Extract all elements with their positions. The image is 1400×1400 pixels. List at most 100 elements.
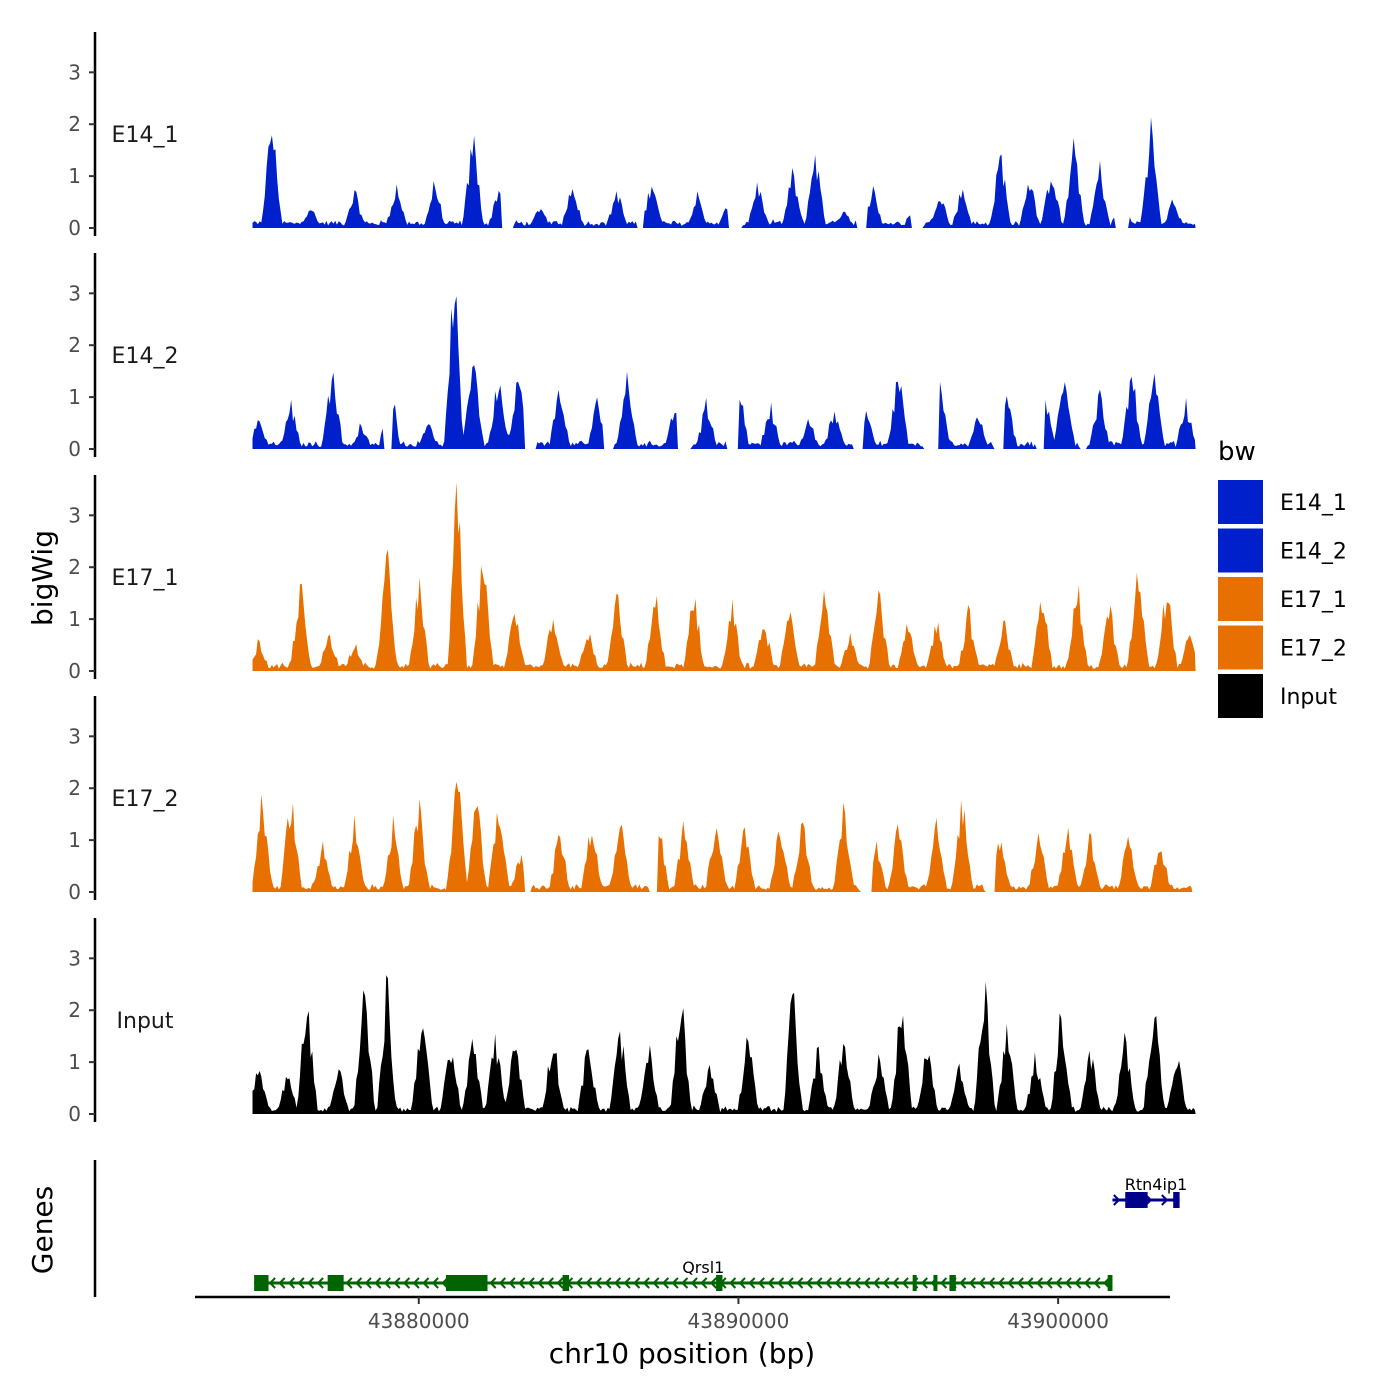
track-label: E14_2 <box>112 344 179 369</box>
strand-arrow <box>278 1277 286 1289</box>
strand-arrow <box>729 1277 737 1289</box>
y-tick-label: 2 <box>68 112 81 136</box>
x-axis-title: chr10 position (bp) <box>549 1337 815 1370</box>
track-input: 0 1 2 3 Input <box>68 918 1196 1126</box>
strand-arrow <box>422 1277 430 1289</box>
y-tick-label: 1 <box>68 1050 81 1074</box>
strand-arrow <box>815 1277 823 1289</box>
y-tick-label: 0 <box>68 1102 81 1126</box>
strand-arrow <box>853 1277 861 1289</box>
strand-arrow <box>1113 1194 1121 1206</box>
exon <box>716 1275 723 1291</box>
y-tick-label: 3 <box>68 724 81 748</box>
strand-arrow <box>613 1277 622 1289</box>
exon <box>445 1275 488 1291</box>
strand-arrow <box>537 1277 545 1289</box>
y-tick-label: 1 <box>68 828 81 852</box>
track-e14_1: 0 1 2 3 E14_1 <box>68 32 1196 240</box>
genes-track: Qrsl1 Rtn4ip1 <box>93 1160 1188 1297</box>
strand-arrow <box>1083 1277 1091 1289</box>
track-label: E17_1 <box>112 566 179 591</box>
strand-arrow <box>316 1277 324 1289</box>
legend: bw E14_1 E14_2 E17_1 E17_2 Input <box>1218 437 1347 718</box>
signal-area-e14_2 <box>252 296 1196 449</box>
strand-arrow <box>633 1277 641 1289</box>
strand-arrow <box>652 1277 660 1289</box>
strand-arrow <box>987 1277 996 1289</box>
gene-label: Rtn4ip1 <box>1125 1175 1188 1194</box>
y-tick-label: 0 <box>68 437 81 461</box>
strand-arrow <box>959 1277 967 1289</box>
y-tick-label: 0 <box>68 216 81 240</box>
genes-axis-title: Genes <box>26 1186 59 1274</box>
y-tick-label: 2 <box>68 333 81 357</box>
strand-arrow <box>383 1277 391 1289</box>
strand-arrow <box>307 1277 315 1289</box>
strand-arrow <box>508 1277 516 1289</box>
strand-arrow <box>882 1277 890 1289</box>
strand-arrow <box>489 1277 497 1289</box>
strand-arrow <box>824 1277 833 1289</box>
strand-arrow <box>1035 1277 1044 1289</box>
strand-arrow <box>796 1277 804 1289</box>
y-tick-label: 1 <box>68 164 81 188</box>
strand-arrow <box>623 1277 631 1289</box>
legend-label-input: Input <box>1280 685 1337 710</box>
strand-arrow <box>681 1277 689 1289</box>
strand-arrow <box>527 1277 535 1289</box>
track-e14_2: 0 1 2 3 E14_2 <box>68 253 1196 461</box>
strand-arrow <box>642 1277 650 1289</box>
x-tick-label: 43880000 <box>368 1309 470 1333</box>
strand-arrow <box>556 1277 564 1289</box>
signal-area-e17_1 <box>252 481 1196 671</box>
legend-swatch-input <box>1218 674 1263 718</box>
x-tick-label: 43900000 <box>1007 1309 1109 1333</box>
strand-arrow <box>604 1277 612 1289</box>
strand-arrow <box>709 1277 717 1289</box>
strand-arrow <box>1093 1277 1101 1289</box>
y-tick-label: 3 <box>68 281 81 305</box>
strand-arrow <box>1074 1277 1082 1289</box>
legend-swatch-e17_2 <box>1218 625 1263 670</box>
strand-arrow <box>374 1277 382 1289</box>
strand-arrow <box>1045 1277 1053 1289</box>
strand-arrow <box>1161 1194 1169 1206</box>
strand-arrow <box>431 1277 439 1289</box>
track-e17_2: 0 1 2 3 E17_2 <box>68 696 1193 904</box>
exon <box>912 1275 917 1291</box>
strand-arrow <box>585 1277 593 1289</box>
legend-label-e17_1: E17_1 <box>1280 588 1347 613</box>
x-axis: 43880000 43890000 43900000 <box>195 1295 1170 1333</box>
legend-swatch-e14_2 <box>1218 528 1263 573</box>
strand-arrow <box>776 1277 785 1289</box>
bigwig-tracks: 0 1 2 3 E14_1 0 1 2 3 E14_2 0 1 2 3 E17_1 0 1 2 3 E17_2 0 1 2 3… <box>68 32 1196 1126</box>
strand-arrow <box>844 1277 852 1289</box>
exon <box>1107 1275 1113 1291</box>
y-tick-label: 0 <box>68 659 81 683</box>
strand-arrow <box>661 1277 670 1289</box>
y-tick-label: 2 <box>68 776 81 800</box>
strand-arrow <box>1026 1277 1034 1289</box>
strand-arrow <box>690 1277 698 1289</box>
x-tick-label: 43890000 <box>688 1309 790 1333</box>
strand-arrow <box>767 1277 775 1289</box>
signal-area-input <box>252 975 1196 1114</box>
signal-area-e17_2 <box>252 781 1193 892</box>
exon <box>1173 1192 1180 1208</box>
strand-arrow <box>738 1277 746 1289</box>
strand-arrow <box>997 1277 1005 1289</box>
strand-arrow <box>940 1277 948 1289</box>
strand-arrow <box>393 1277 401 1289</box>
strand-arrow <box>968 1277 976 1289</box>
strand-arrow <box>757 1277 765 1289</box>
strand-arrow <box>297 1277 305 1289</box>
strand-arrow <box>805 1277 813 1289</box>
strand-arrow <box>872 1277 881 1289</box>
strand-arrow <box>863 1277 871 1289</box>
exon <box>562 1275 570 1291</box>
gene-qrsl1: Qrsl1 <box>254 1258 1113 1291</box>
y-axis-title: bigWig <box>26 530 59 626</box>
legend-label-e14_1: E14_1 <box>1280 491 1347 516</box>
y-tick-label: 3 <box>68 503 81 527</box>
